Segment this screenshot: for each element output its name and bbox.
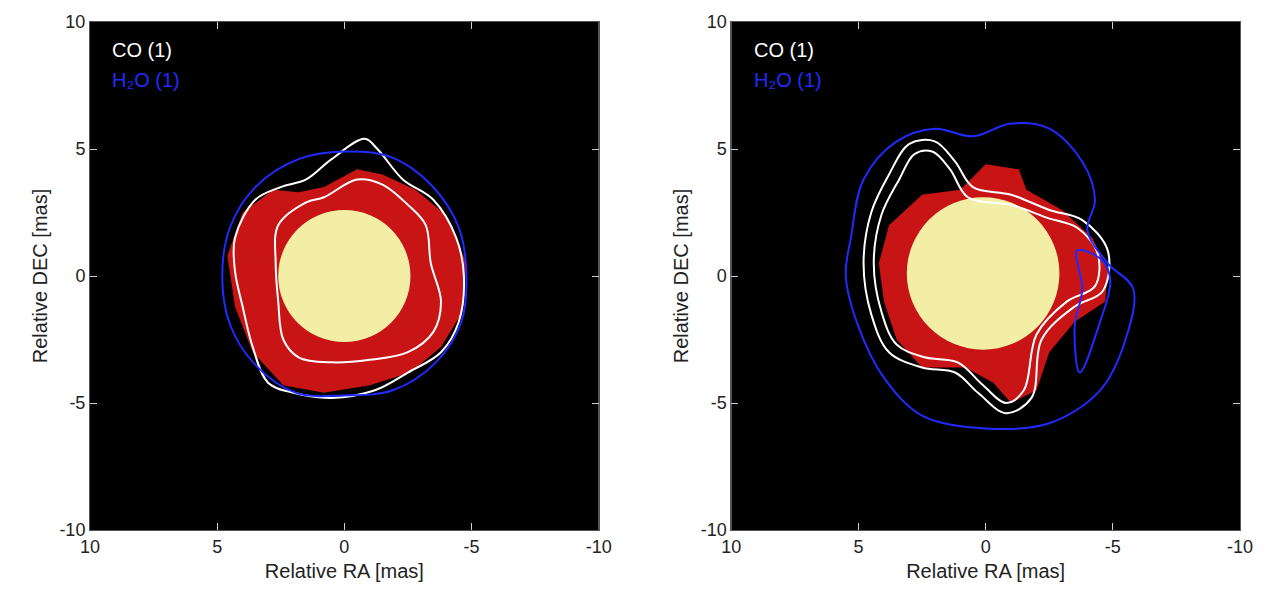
svg-text:-10: -10 <box>701 520 727 540</box>
svg-text:10: 10 <box>80 537 100 557</box>
svg-text:CO (1): CO (1) <box>112 39 172 61</box>
svg-text:0: 0 <box>981 537 991 557</box>
svg-text:10: 10 <box>65 12 85 32</box>
svg-text:-10: -10 <box>586 537 612 557</box>
svg-text:-5: -5 <box>1105 537 1121 557</box>
svg-text:-10: -10 <box>59 520 85 540</box>
svg-text:Relative RA [mas]: Relative RA [mas] <box>906 560 1065 582</box>
svg-text:5: 5 <box>212 537 222 557</box>
svg-text:-5: -5 <box>463 537 479 557</box>
svg-text:5: 5 <box>853 537 863 557</box>
svg-text:CO (1): CO (1) <box>754 39 814 61</box>
svg-text:5: 5 <box>717 139 727 159</box>
svg-text:Relative DEC [mas]: Relative DEC [mas] <box>670 189 692 364</box>
svg-text:H₂O (1): H₂O (1) <box>754 69 822 91</box>
svg-text:0: 0 <box>75 266 85 286</box>
svg-text:10: 10 <box>707 12 727 32</box>
svg-text:Relative RA [mas]: Relative RA [mas] <box>265 560 424 582</box>
svg-text:-5: -5 <box>69 393 85 413</box>
svg-text:5: 5 <box>75 139 85 159</box>
svg-text:Relative DEC [mas]: Relative DEC [mas] <box>29 189 51 364</box>
svg-text:-10: -10 <box>1227 537 1253 557</box>
svg-text:H₂O (1): H₂O (1) <box>112 69 180 91</box>
svg-text:10: 10 <box>721 537 741 557</box>
svg-text:0: 0 <box>339 537 349 557</box>
svg-text:-5: -5 <box>711 393 727 413</box>
svg-text:0: 0 <box>717 266 727 286</box>
